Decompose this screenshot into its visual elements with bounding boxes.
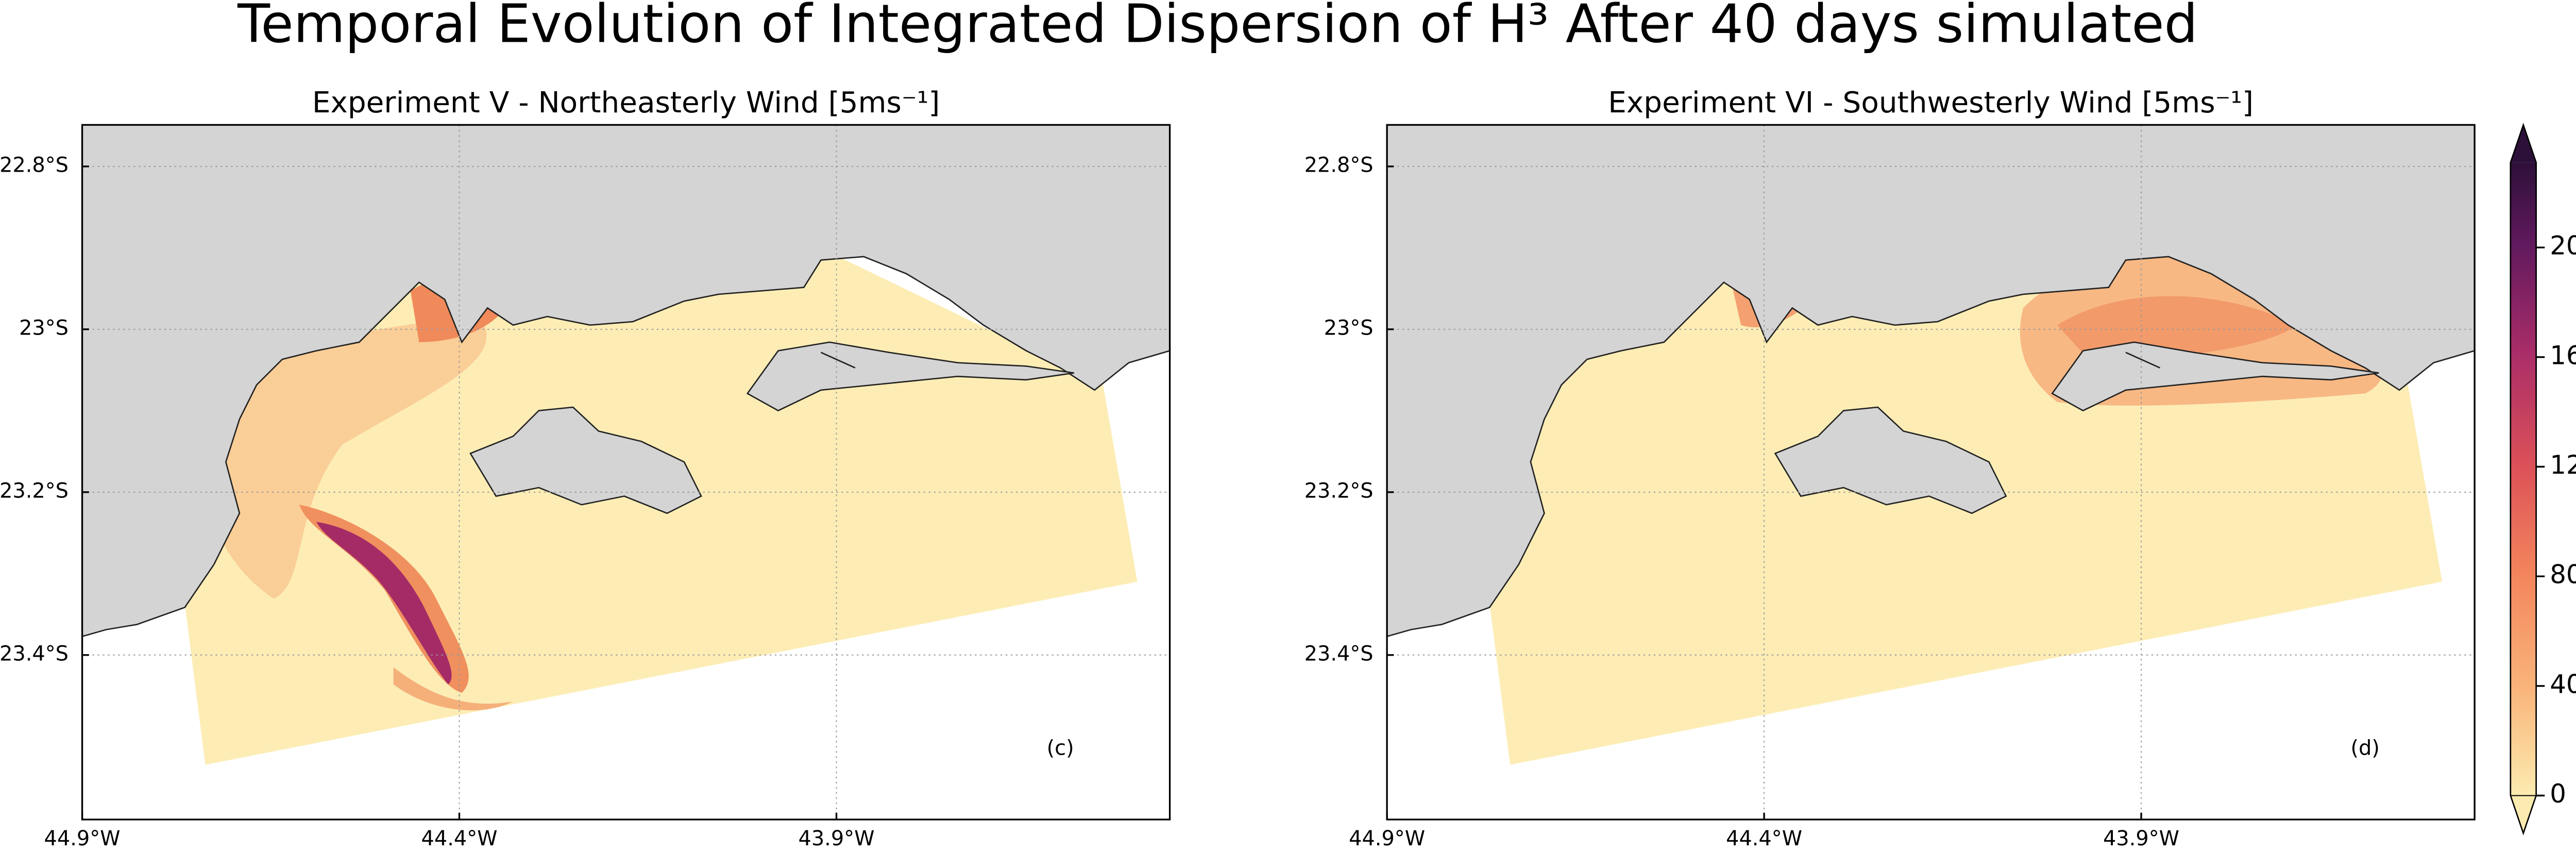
y-tick-label: 23.4°S — [0, 642, 69, 665]
panel-label: (d) — [2351, 736, 2380, 760]
colorbar-scale — [2510, 162, 2536, 796]
plume — [200, 316, 487, 599]
colorbar-extend-max — [2510, 125, 2536, 163]
colorbar-tick-label: 200 — [2550, 231, 2576, 261]
frame — [1386, 124, 2476, 821]
y-tick-label: 23°S — [19, 316, 69, 340]
map-panel: 44.9°W 44.4°W 43.9°W 22.8°S 23°S 23.2°S 23.4°S… — [1304, 86, 2476, 850]
panel-subtitle: Experiment V - Northeasterly Wind [5ms⁻¹… — [312, 86, 940, 120]
panel-subtitle: Experiment VI - Southwesterly Wind [5ms⁻… — [1608, 86, 2253, 120]
figure-title: Temporal Evolution of Integrated Dispers… — [237, 0, 2198, 55]
frame — [81, 124, 1171, 821]
y-tick-label: 23°S — [1324, 316, 1374, 340]
colorbar-frame — [2510, 123, 2537, 836]
x-tick-label: 44.9°W — [1349, 827, 1425, 850]
y-tick-label: 23.2°S — [0, 479, 69, 503]
y-tick-label: 22.8°S — [0, 153, 69, 177]
colorbar-tick-label: 0 — [2550, 779, 2566, 809]
colorbar-tick-label: 160 — [2550, 340, 2576, 370]
y-tick-label: 23.4°S — [1304, 642, 1374, 665]
x-tick-label: 44.4°W — [421, 827, 498, 850]
plume — [316, 522, 452, 685]
x-tick-label: 44.9°W — [44, 827, 121, 850]
colorbar-tick-label: 120 — [2550, 450, 2576, 480]
y-tick-label: 23.2°S — [1304, 479, 1374, 503]
x-tick-label: 44.4°W — [1726, 827, 1802, 850]
colorbar-tick-label: 80 — [2550, 560, 2576, 590]
panel-label: (c) — [1047, 736, 1074, 760]
colorbar-tick-label: 40 — [2550, 669, 2576, 699]
colorbar: Interated Concentration of Tritium (x10⁷… — [2510, 123, 2576, 836]
x-tick-label: 43.9°W — [799, 827, 875, 850]
y-tick-label: 22.8°S — [1304, 153, 1374, 177]
colorbar-extend-min — [2510, 795, 2537, 835]
plume — [393, 667, 513, 711]
map-panel: 44.9°W 44.4°W 43.9°W 22.8°S 23°S 23.2°S 23.4°S… — [0, 86, 1171, 850]
x-tick-label: 43.9°W — [2103, 827, 2179, 850]
